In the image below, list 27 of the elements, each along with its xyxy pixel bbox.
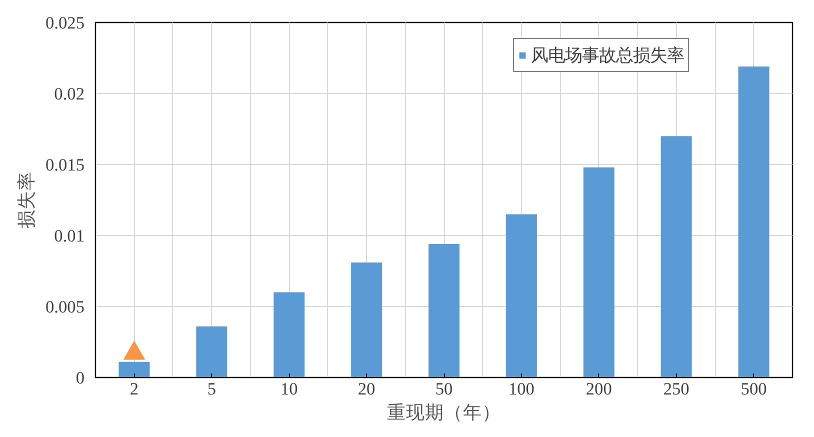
bar [660,136,692,378]
bar [583,167,614,378]
bar [738,66,770,378]
x-axis-title: 重现期（年） [387,402,501,424]
x-tick-label: 500 [740,380,767,398]
bar [118,362,150,378]
y-tick-label: 0.005 [46,298,85,316]
x-tick-label: 20 [358,380,376,398]
y-tick-label: 0.025 [46,14,85,32]
x-tick-label: 250 [663,380,690,398]
x-tick-label: 50 [435,380,453,398]
bar [428,244,460,378]
bar [196,326,228,378]
y-tick-label: 0.02 [54,84,85,104]
bar [351,262,382,378]
x-tick-label: 2 [130,380,139,398]
legend-label: 风电场事故总损失率 [531,45,684,67]
y-tick-label: 0 [76,368,85,388]
x-tick-label: 200 [586,380,612,398]
y-tick-label: 0.01 [54,226,85,246]
bar [274,292,305,378]
y-tick-label: 0.015 [46,156,85,174]
x-tick-label: 100 [508,380,534,398]
y-axis-title: 损失率 [16,172,38,228]
x-tick-label: 10 [280,380,298,398]
x-tick-label: 5 [207,380,216,398]
bar [506,214,537,378]
